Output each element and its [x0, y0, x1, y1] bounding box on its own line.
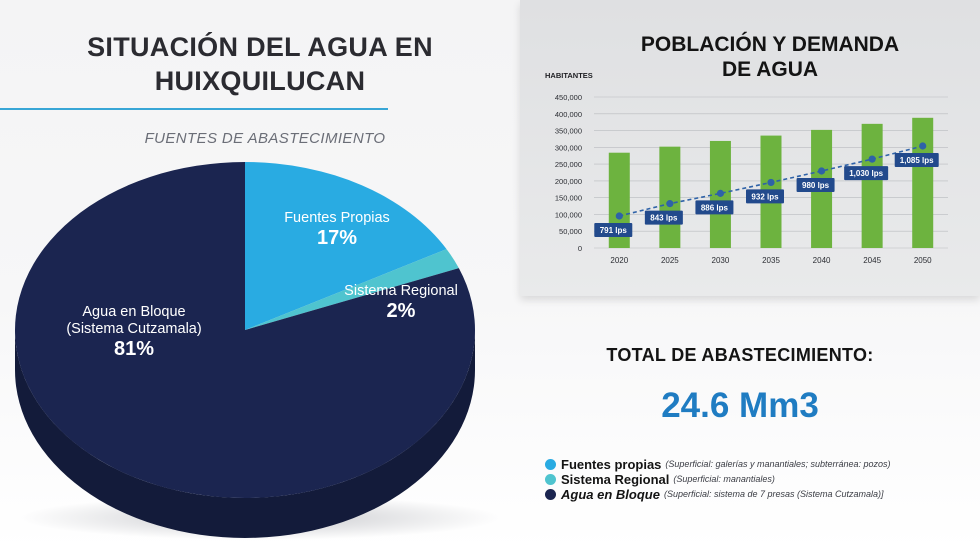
pie-label-pct: 17% — [316, 227, 358, 249]
demand-label: 886 lps — [701, 203, 729, 212]
bar — [659, 146, 681, 248]
demand-point — [817, 167, 826, 175]
legend-name: Fuentes propias — [561, 456, 662, 472]
demand-label-box — [644, 210, 683, 225]
pie-label-agua-en-bloque: Agua en Bloque (Sistema Cutzamala) 81% — [48, 304, 220, 361]
left-title: SITUACIÓN DEL AGUA EN HUIXQUILUCAN — [40, 30, 480, 98]
x-tick-label: 2040 — [813, 256, 831, 265]
demand-label: 980 lps — [802, 181, 830, 190]
pie-label-name: Agua en Bloque — [82, 304, 186, 320]
legend-desc: (Superficial: sistema de 7 presas (Siste… — [663, 489, 884, 499]
x-tick-label: 2035 — [762, 256, 780, 265]
pie-top — [14, 162, 476, 498]
pie-label-sistema-regional: Sistema Regional 2% — [326, 283, 476, 323]
legend-name: Agua en Bloque — [561, 486, 660, 502]
demand-label-box — [695, 200, 734, 215]
legend-item-fuentes-propias: Fuentes propias (Superficial: galerías y… — [545, 456, 891, 472]
legend-dot — [545, 488, 556, 500]
pie-label-pct: 81% — [113, 338, 155, 360]
demand-line — [615, 142, 927, 220]
bar-chart: 0 50,000 100,000 150,000 200,000 250,000 300,0… — [555, 93, 948, 265]
legend-name: Sistema Regional — [561, 471, 670, 487]
demand-point — [767, 178, 775, 187]
left-title-line2: HUIXQUILUCAN — [154, 66, 366, 96]
left-title-line1: SITUACIÓN DEL AGUA EN — [87, 32, 433, 62]
pie-label-name-sub: (Sistema Cutzamala) — [66, 321, 202, 337]
pie-depth — [15, 330, 475, 538]
y-tick-label: 150,000 — [555, 194, 582, 203]
demand-label: 1,030 lps — [849, 169, 883, 178]
chart-title: POBLACIÓN Y DEMANDA DE AGUA — [590, 32, 950, 82]
legend-desc: (Superficial: galerías y manantiales; su… — [665, 459, 891, 469]
pie-label-name: Fuentes Propias — [284, 210, 390, 226]
pie-label-name: Sistema Regional — [344, 283, 458, 299]
x-tick-label: 2045 — [863, 256, 881, 265]
bar — [912, 117, 934, 248]
demand-point — [919, 142, 927, 150]
demand-label-box — [894, 153, 939, 167]
chart-grid: 0 50,000 100,000 150,000 200,000 250,000 300,0… — [555, 93, 948, 253]
legend-desc: (Superficial: manantiales) — [673, 474, 775, 484]
demand-point — [716, 189, 725, 197]
title-divider — [0, 108, 388, 110]
demand-point — [868, 155, 876, 163]
y-tick-label: 0 — [578, 244, 582, 253]
demand-label: 843 lps — [650, 214, 678, 223]
legend-item-sistema-regional: Sistema Regional (Superficial: manantial… — [545, 471, 775, 487]
pie-label-pct: 2% — [386, 300, 416, 322]
x-tick-label: 2030 — [712, 256, 730, 265]
demand-label-box — [796, 178, 835, 192]
demand-point — [615, 212, 623, 220]
pie-subtitle: FUENTES DE ABASTECIMIENTO — [144, 130, 386, 147]
y-tick-label: 250,000 — [555, 160, 582, 169]
demand-label: 932 lps — [751, 192, 779, 201]
pie-slice-1 — [245, 249, 459, 330]
demand-label-box — [746, 189, 784, 204]
pie-chart — [14, 162, 500, 540]
demand-label-box — [594, 223, 633, 237]
x-tick-label: 2020 — [610, 256, 628, 265]
legend-dot — [545, 458, 556, 470]
x-tick-label: 2025 — [661, 256, 679, 265]
chart-panel — [520, 0, 980, 296]
x-tick-label: 2050 — [914, 256, 932, 265]
total-label: TOTAL DE ABASTECIMIENTO: — [606, 345, 874, 365]
demand-point — [666, 200, 674, 208]
chart-title-line2: DE AGUA — [721, 58, 819, 81]
chart-title-line1: POBLACIÓN Y DEMANDA — [640, 33, 900, 56]
y-tick-label: 350,000 — [555, 127, 582, 136]
y-tick-label: 450,000 — [555, 93, 582, 102]
y-tick-label: 400,000 — [555, 110, 582, 119]
pie-slice-0 — [245, 162, 447, 330]
bar — [861, 123, 883, 248]
chart-labels: 2020 2025 2030 2035 2040 2045 2050 791 lps 843 l… — [594, 153, 939, 265]
pie-slice-2 — [14, 162, 476, 498]
pie-side-2 — [15, 330, 475, 538]
y-tick-label: 200,000 — [555, 177, 582, 186]
legend-item-agua-en-bloque: Agua en Bloque (Superficial: sistema de … — [545, 486, 884, 502]
y-tick-label: 300,000 — [555, 143, 582, 152]
y-axis-label: HABITANTES — [545, 71, 593, 80]
demand-label-box — [844, 166, 889, 181]
demand-label: 791 lps — [600, 226, 628, 235]
y-tick-label: 50,000 — [559, 227, 582, 236]
legend-dot — [545, 473, 556, 485]
demand-label: 1,085 lps — [900, 156, 934, 165]
pie-label-fuentes-propias: Fuentes Propias 17% — [262, 210, 412, 250]
total-value: 24.6 Mm3 — [661, 386, 819, 425]
y-tick-label: 100,000 — [555, 210, 582, 219]
